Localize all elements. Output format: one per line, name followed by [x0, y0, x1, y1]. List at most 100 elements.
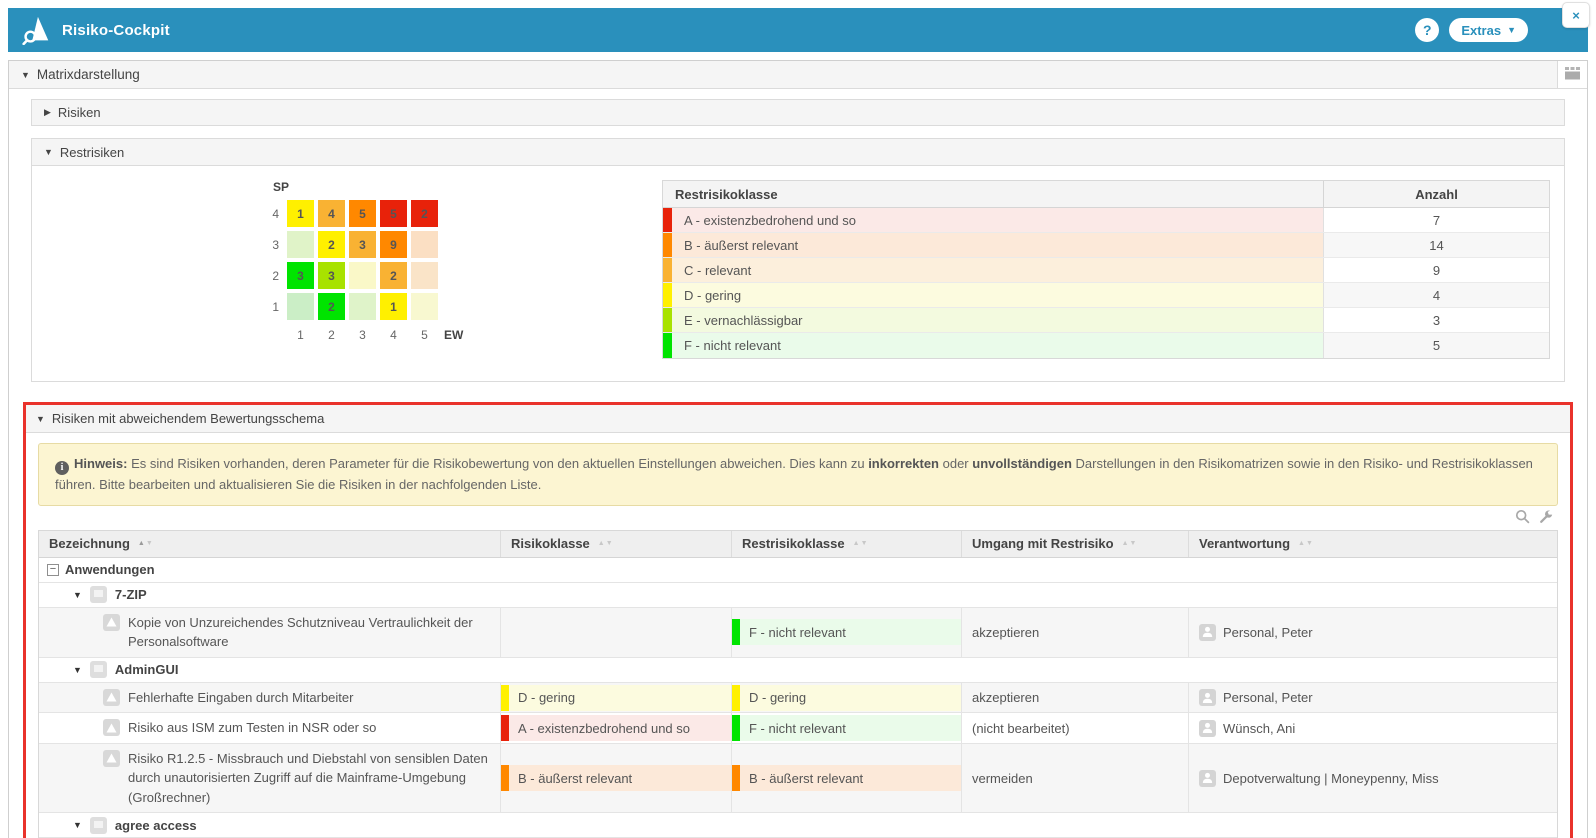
- class-label: B - äußerst relevant: [672, 233, 1323, 257]
- risk-name-text: Fehlerhafte Eingaben durch Mitarbeiter: [128, 688, 353, 708]
- close-button[interactable]: ×: [1562, 2, 1590, 28]
- matrix-x-axis-label: EW: [442, 324, 474, 342]
- class-count: 5: [1323, 333, 1549, 358]
- collapse-triangle-icon[interactable]: ▼: [73, 590, 82, 600]
- risk-class-chip: D - gering: [501, 685, 731, 711]
- table-row[interactable]: ▼agree access: [39, 813, 1557, 838]
- table-row[interactable]: Risiko aus ISM zum Testen in NSR oder so…: [39, 713, 1557, 744]
- matrix-cell[interactable]: 3: [287, 262, 314, 289]
- summary-row[interactable]: B - äußerst relevant14: [663, 233, 1549, 258]
- matrix-cell[interactable]: [349, 262, 376, 289]
- matrix-row-label: 1: [261, 300, 283, 314]
- sort-icons: ▲▼: [1298, 540, 1314, 547]
- restrisikoklasse-table-body: A - existenzbedrohend und so7B - äußerst…: [663, 208, 1549, 358]
- matrix-cell[interactable]: 3: [349, 231, 376, 258]
- matrix-cell[interactable]: 4: [318, 200, 345, 227]
- person-name: Personal, Peter: [1223, 625, 1313, 640]
- notice-label: Hinweis:: [74, 456, 127, 471]
- matrix-panel: ▼ Matrixdarstellung ▶ Risiken ▼ Re: [8, 60, 1588, 838]
- table-row[interactable]: Risiko R1.2.5 - Missbrauch und Diebstahl…: [39, 744, 1557, 814]
- class-color-bar: [663, 333, 672, 358]
- risk-alert-icon: [103, 614, 120, 631]
- matrix-cell[interactable]: 2: [318, 293, 345, 320]
- class-color-bar: [501, 765, 509, 791]
- matrix-cell[interactable]: [411, 262, 438, 289]
- person-icon: [1199, 624, 1216, 641]
- matrix-cell[interactable]: [349, 293, 376, 320]
- class-color-bar: [501, 715, 509, 741]
- umgang-cell: vermeiden: [962, 744, 1189, 813]
- summary-row[interactable]: A - existenzbedrohend und so7: [663, 208, 1549, 233]
- collapse-triangle-icon[interactable]: ▼: [73, 820, 82, 830]
- risk-matrix: SP 4145523239233212112345EW: [261, 180, 474, 359]
- class-color-bar: [663, 233, 672, 257]
- risk-name-cell: Risiko aus ISM zum Testen in NSR oder so: [39, 713, 501, 743]
- verantwortung-cell: Wünsch, Ani: [1189, 713, 1557, 743]
- matrix-cell[interactable]: [411, 231, 438, 258]
- matrix-cell[interactable]: [411, 293, 438, 320]
- risk-alert-icon: [103, 689, 120, 706]
- class-color-bar: [663, 258, 672, 282]
- application-icon: [90, 817, 107, 834]
- risk-class-chip: D - gering: [732, 685, 961, 711]
- group-label: Anwendungen: [65, 562, 155, 577]
- matrix-cell[interactable]: 1: [287, 200, 314, 227]
- matrix-cell[interactable]: 1: [380, 293, 407, 320]
- risk-name-text: Risiko R1.2.5 - Missbrauch und Diebstahl…: [128, 749, 490, 808]
- search-icon[interactable]: [1515, 509, 1530, 527]
- collapse-triangle-icon[interactable]: ▼: [73, 665, 82, 675]
- column-header-label: Risikoklasse: [511, 536, 590, 551]
- column-header-umgang-mit-restrisiko[interactable]: Umgang mit Restrisiko▲▼: [962, 531, 1189, 557]
- help-button[interactable]: ?: [1415, 18, 1439, 42]
- summary-row[interactable]: D - gering4: [663, 283, 1549, 308]
- risk-name-cell: Kopie von Unzureichendes Schutzniveau Ve…: [39, 608, 501, 657]
- table-row[interactable]: ▼ AdminGUI: [39, 658, 1557, 683]
- summary-row[interactable]: E - vernachlässigbar3: [663, 308, 1549, 333]
- column-header-risikoklasse[interactable]: Risikoklasse▲▼: [501, 531, 732, 557]
- risiken-section-header[interactable]: ▶ Risiken: [31, 99, 1565, 126]
- risikoklasse-cell: [501, 608, 732, 657]
- column-header-verantwortung[interactable]: Verantwortung▲▼: [1189, 531, 1557, 557]
- matrix-cell[interactable]: 2: [380, 262, 407, 289]
- app-logo-icon: [22, 15, 52, 45]
- table-row[interactable]: Fehlerhafte Eingaben durch Mitarbeiter D …: [39, 683, 1557, 714]
- matrixdarstellung-header[interactable]: ▼ Matrixdarstellung: [9, 61, 1557, 89]
- matrix-cell[interactable]: 5: [349, 200, 376, 227]
- column-header-restrisikoklasse[interactable]: Restrisikoklasse▲▼: [732, 531, 962, 557]
- matrix-cell[interactable]: [287, 231, 314, 258]
- window-settings-button[interactable]: [1557, 61, 1587, 89]
- class-count: 7: [1323, 208, 1549, 232]
- table-row[interactable]: Kopie von Unzureichendes Schutzniveau Ve…: [39, 608, 1557, 658]
- subgroup-row: ▼agree access: [39, 813, 1557, 837]
- matrix-cell[interactable]: 2: [318, 231, 345, 258]
- summary-row[interactable]: F - nicht relevant5: [663, 333, 1549, 358]
- matrix-cell[interactable]: 3: [318, 262, 345, 289]
- restrisiken-section-header[interactable]: ▼ Restrisiken: [32, 139, 1564, 166]
- summary-row[interactable]: C - relevant9: [663, 258, 1549, 283]
- matrix-cell[interactable]: 5: [380, 200, 407, 227]
- risk-name-cell: Fehlerhafte Eingaben durch Mitarbeiter: [39, 683, 501, 713]
- column-anzahl: Anzahl: [1323, 181, 1549, 207]
- column-header-bezeichnung[interactable]: Bezeichnung▲▼: [39, 531, 501, 557]
- matrix-cell[interactable]: [287, 293, 314, 320]
- risikoklasse-cell: B - äußerst relevant: [501, 744, 732, 813]
- extras-button[interactable]: Extras ▼: [1449, 18, 1528, 42]
- table-toolbar: [38, 506, 1558, 530]
- table-row[interactable]: ▼7-ZIP: [39, 583, 1557, 608]
- subgroup-label: AdminGUI: [115, 662, 179, 677]
- deviating-section-header[interactable]: ▼ Risiken mit abweichendem Bewertungssch…: [26, 405, 1570, 433]
- class-label: A - existenzbedrohend und so: [672, 208, 1323, 232]
- matrix-cell[interactable]: 9: [380, 231, 407, 258]
- risk-class-chip: A - existenzbedrohend und so: [501, 715, 731, 741]
- wrench-icon[interactable]: [1539, 509, 1554, 527]
- sort-icons: ▲▼: [853, 540, 869, 547]
- collapse-box-icon[interactable]: −: [47, 564, 59, 576]
- application-icon: [90, 586, 107, 603]
- table-row[interactable]: −Anwendungen: [39, 558, 1557, 583]
- application-icon: [90, 661, 107, 678]
- umgang-cell: (nicht bearbeitet): [962, 713, 1189, 743]
- responsible-person: Personal, Peter: [1199, 624, 1313, 641]
- matrix-cell[interactable]: 2: [411, 200, 438, 227]
- hinweis-notice: iHinweis: Es sind Risiken vorhanden, der…: [38, 443, 1558, 506]
- restrisikoklasse-cell: D - gering: [732, 683, 962, 713]
